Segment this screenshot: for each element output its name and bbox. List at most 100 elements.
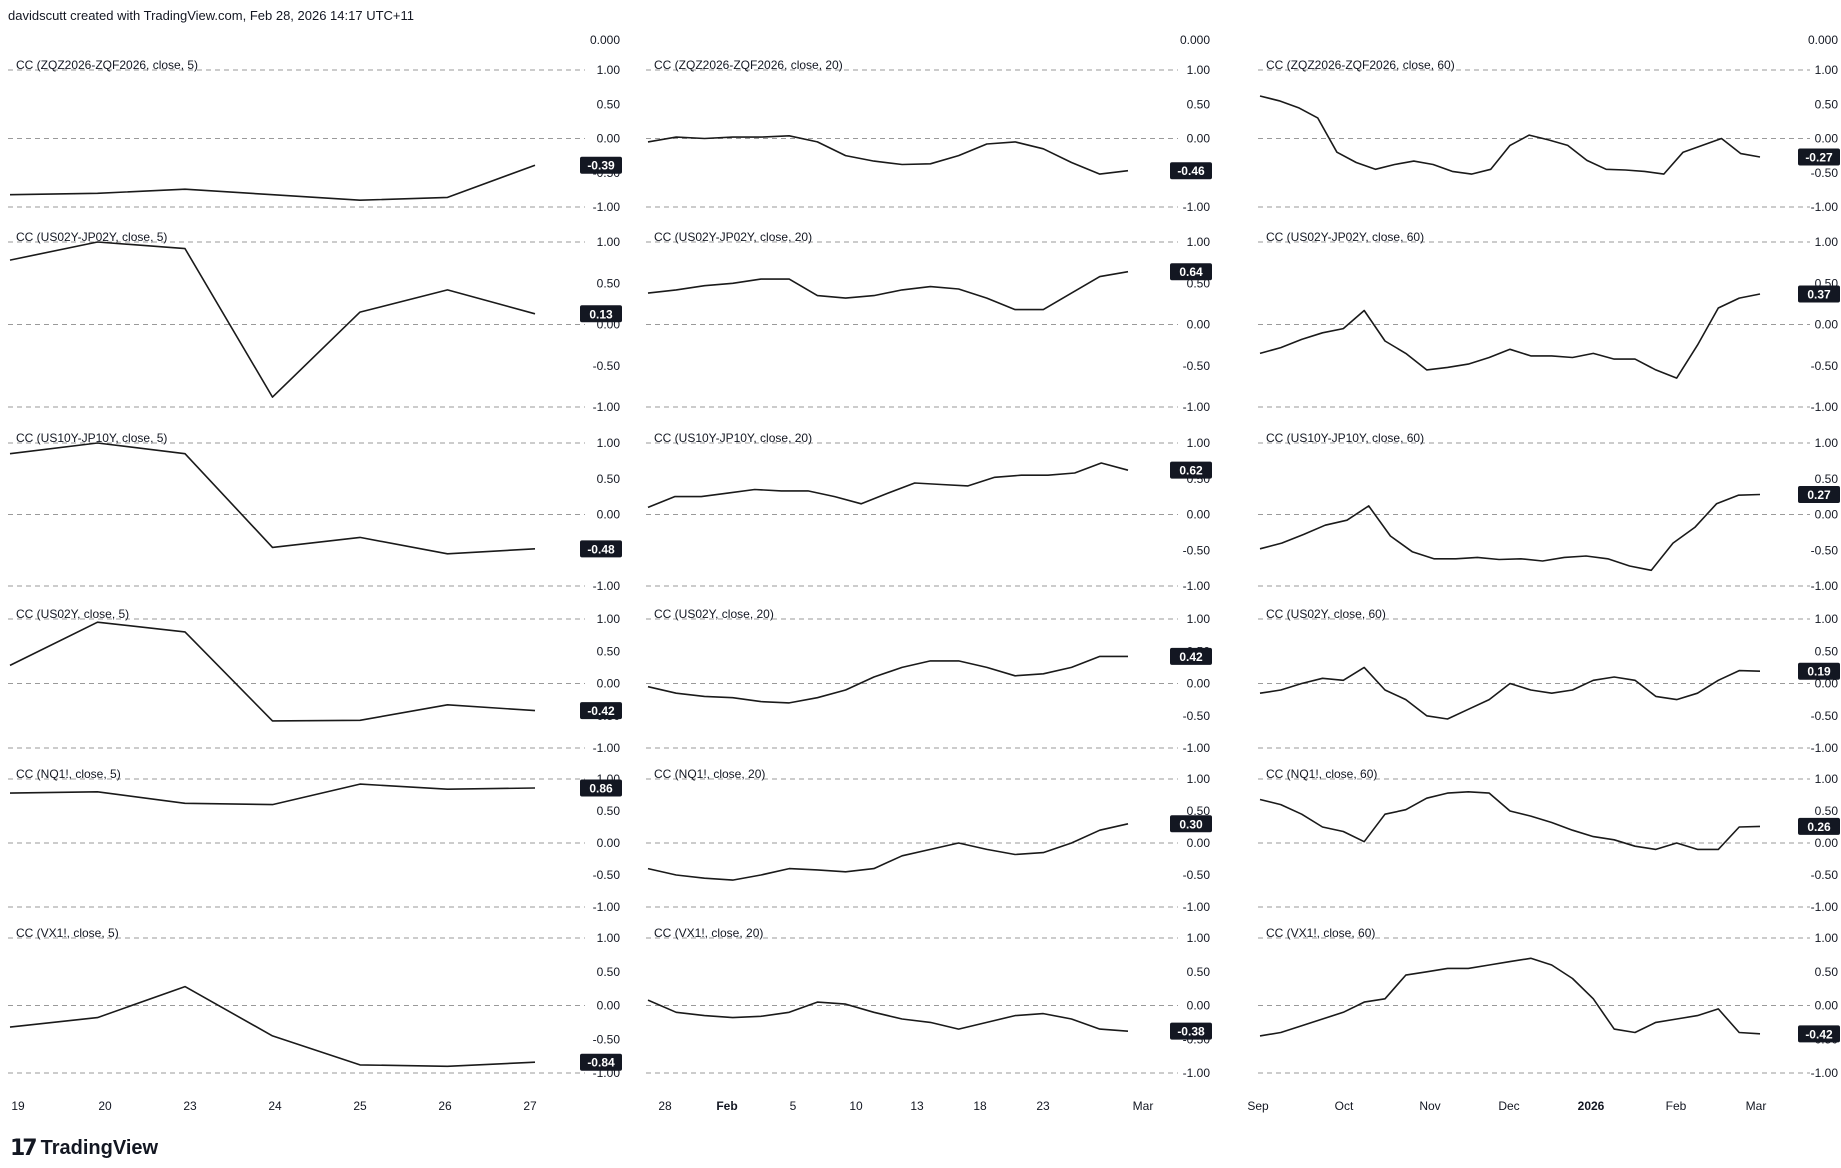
panel-18-last-value: -0.42 [1805,1027,1833,1041]
panel-5-y-tick: -0.50 [1183,359,1211,373]
panel-14-series-line [647,823,1129,881]
panel-5-series-line [647,270,1129,311]
panel-7-series-line [9,442,536,555]
panel-9-y-tick: 0.50 [1815,472,1839,486]
panel-1-y-tick: -1.00 [593,200,621,214]
panel-2-y-tick: -1.00 [1183,200,1211,214]
panel-17-series-line [647,999,1129,1032]
panel-9-y-tick: -1.00 [1811,579,1839,593]
panel-1-last-value: -0.39 [587,159,615,173]
panel-14-y-tick: 0.00 [1187,836,1211,850]
panel-7-y-tick: -1.00 [593,579,621,593]
panel-16-y-tick: 0.00 [597,999,621,1013]
panel-4-y-tick: 1.00 [597,235,621,249]
x-tick-col3: Nov [1419,1099,1440,1113]
panel-8-y-tick: -0.50 [1183,543,1211,557]
panel-15-last-value-badge [1798,817,1840,835]
panel-4-y-tick: 0.50 [597,276,621,290]
y-axis-top-tick-col3: 0.000 [1808,33,1838,47]
panel-7-last-value-badge [580,540,622,558]
panel-7-y-tick: 1.00 [597,436,621,450]
panel-13-last-value-badge [580,779,622,797]
panel-8-label: CC (US10Y-JP10Y, close, 20) [654,431,812,445]
panel-14-y-tick: -0.50 [1183,868,1211,882]
panel-12-series-line [1259,666,1761,720]
panel-16-label: CC (VX1!, close, 5) [16,926,119,940]
panel-13-y-tick: 0.50 [597,804,621,818]
panel-17-y-tick: 1.00 [1187,931,1211,945]
panel-6-y-tick: 0.00 [1815,318,1839,332]
x-tick-col2: 5 [790,1099,797,1113]
panel-9-last-value: 0.27 [1807,488,1831,502]
panel-10-label: CC (US02Y, close, 5) [16,607,129,621]
panel-17-last-value: -0.38 [1177,1025,1205,1039]
panel-9-y-tick: 0.00 [1815,508,1839,522]
panel-15-y-tick: -1.00 [1811,900,1839,914]
panel-9-label: CC (US10Y-JP10Y, close, 60) [1266,431,1424,445]
panel-3-series-line [1259,95,1761,175]
panel-3-label: CC (ZQZ2026-ZQF2026, close, 60) [1266,58,1455,72]
panel-16-y-tick: 0.50 [597,965,621,979]
panel-8-series-line [647,462,1129,509]
panel-12-y-tick: -1.00 [1811,741,1839,755]
panel-18-y-tick: 0.50 [1815,965,1839,979]
panel-14-label: CC (NQ1!, close, 20) [654,767,765,781]
panel-18-y-tick: -1.00 [1811,1066,1839,1080]
panel-14-last-value-badge [1170,815,1212,833]
panel-16-y-tick: -0.50 [593,1032,621,1046]
panel-7-y-tick: 0.50 [597,472,621,486]
panel-7-y-tick: 0.00 [597,508,621,522]
panel-10-y-tick: 0.50 [597,644,621,658]
panel-18-label: CC (VX1!, close, 60) [1266,926,1375,940]
x-tick-col1: 27 [523,1099,537,1113]
panel-4-series-line [9,241,536,398]
x-tick-col1: 24 [268,1099,282,1113]
x-tick-col2: 23 [1036,1099,1050,1113]
panel-8-y-tick: -1.00 [1183,579,1211,593]
panel-1-y-tick: 0.50 [597,97,621,111]
tradingview-logo[interactable]: 17 TradingView [10,1136,158,1161]
panel-6-y-tick: 1.00 [1815,235,1839,249]
panel-11-y-tick: 1.00 [1187,612,1211,626]
panel-6-last-value-badge [1798,285,1840,303]
panel-13-series-line [9,783,536,806]
panel-17-y-tick: 0.50 [1187,965,1211,979]
panel-9-y-tick: -0.50 [1811,543,1839,557]
panel-4-y-tick: -0.50 [593,359,621,373]
panel-8-last-value: 0.62 [1179,464,1203,478]
x-tick-col1: 26 [438,1099,452,1113]
panel-2-y-tick: 1.00 [1187,63,1211,77]
panel-14-y-tick: -1.00 [1183,900,1211,914]
y-axis-top-tick-col1: 0.000 [590,33,620,47]
panel-5-label: CC (US02Y-JP02Y, close, 20) [654,230,812,244]
panel-11-series-line [647,655,1128,704]
panel-15-y-tick: 0.50 [1815,804,1839,818]
panel-11-last-value: 0.42 [1179,650,1203,664]
x-tick-col2: Feb [716,1099,737,1113]
y-axis-top-tick-col2: 0.000 [1180,33,1210,47]
panel-6-y-tick: -0.50 [1811,359,1839,373]
x-tick-col1: 25 [353,1099,367,1113]
panel-16-y-tick: 1.00 [597,931,621,945]
panel-14-last-value: 0.30 [1179,817,1203,831]
panel-1-label: CC (ZQZ2026-ZQF2026, close, 5) [16,58,198,72]
panel-13-y-tick: -1.00 [593,900,621,914]
brand-name: TradingView [40,1137,159,1159]
x-tick-col3: Oct [1335,1099,1354,1113]
panel-11-y-tick: -1.00 [1183,741,1211,755]
panel-2-series-line [647,135,1129,175]
panel-4-y-tick: -1.00 [593,400,621,414]
panel-12-y-tick: 0.00 [1815,677,1839,691]
panel-5-last-value-badge [1170,263,1212,281]
panel-15-y-tick: 0.00 [1815,836,1839,850]
header-credit: davidscutt created with TradingView.com,… [8,8,415,23]
panel-14-y-tick: 0.50 [1187,804,1211,818]
panel-5-last-value: 0.64 [1179,265,1203,279]
panel-12-y-tick: -0.50 [1811,709,1839,723]
panel-6-y-tick: -1.00 [1811,400,1839,414]
panel-8-last-value-badge [1170,461,1212,479]
panel-11-y-tick: -0.50 [1183,709,1211,723]
x-tick-col3: 2026 [1578,1099,1605,1113]
panel-15-series-line [1259,790,1761,851]
